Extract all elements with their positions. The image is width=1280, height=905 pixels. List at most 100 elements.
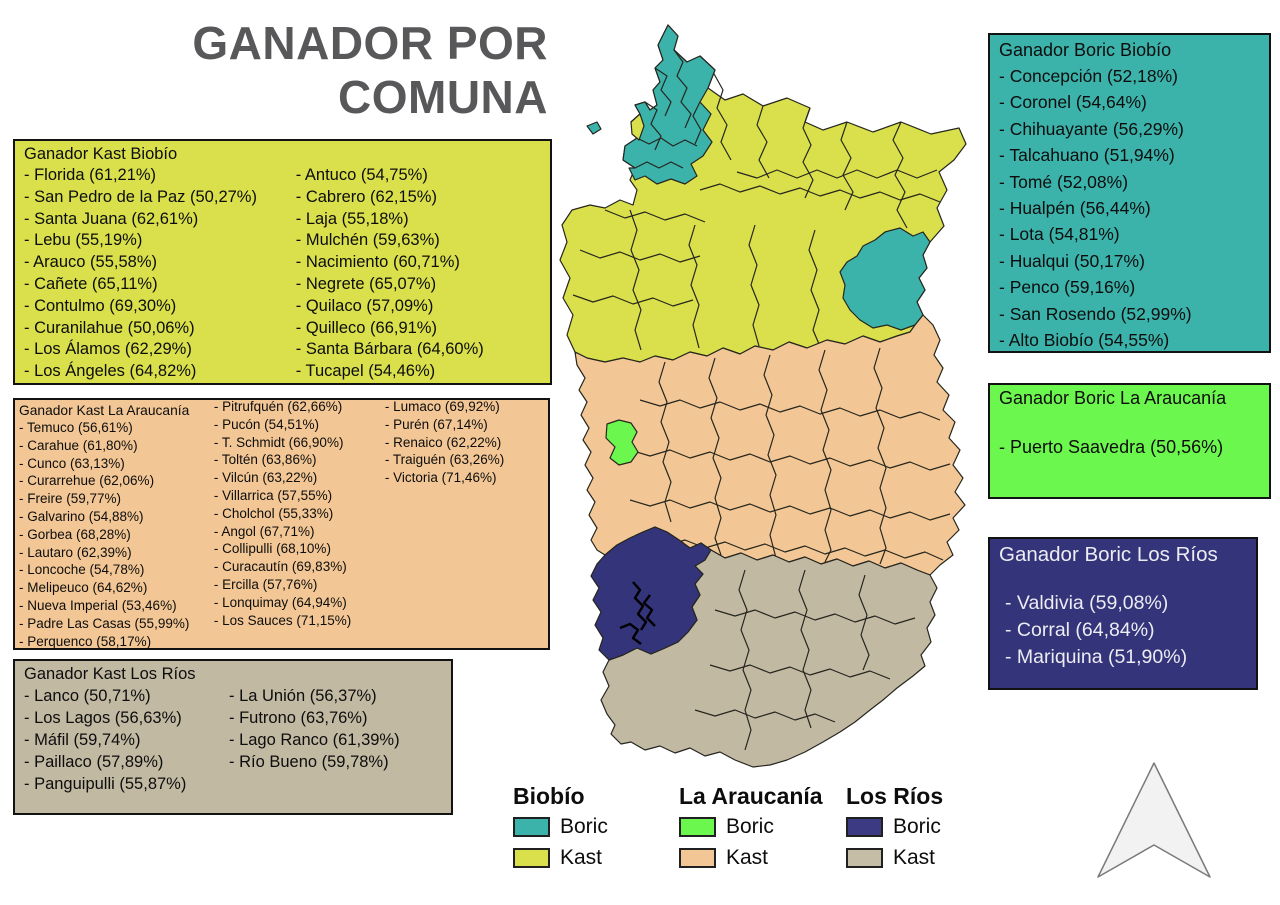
legend-entry: Boric — [679, 811, 849, 842]
list-item: - Quilleco (66,91%) — [295, 318, 437, 337]
list-item: - Curanilahue (50,06%) — [24, 318, 195, 337]
legend-region-title: Biobío — [513, 783, 585, 809]
list-item: - Gorbea (68,28%) — [19, 526, 131, 542]
legend-entry-label: Kast — [726, 845, 769, 869]
list-item: - Río Bueno (59,78%) — [229, 753, 389, 771]
list-item: - Villarrica (57,55%) — [213, 487, 333, 503]
north-arrow-icon — [1096, 757, 1216, 885]
panel-kast-losrios-title: Ganador Kast Los Ríos — [24, 665, 196, 683]
panel-boric-losrios: Ganador Boric Los Ríos - Valdivia (59,08… — [988, 537, 1258, 690]
panel-boric-losrios-title: Ganador Boric Los Ríos — [999, 543, 1218, 566]
map-region-biobio-boric-altobiobio — [839, 227, 931, 331]
list-item: - Los Sauces (71,15%) — [213, 612, 352, 628]
legend-entry-label: Kast — [893, 845, 936, 869]
list-item: - T. Schmidt (66,90%) — [213, 434, 344, 450]
list-item: - Tucapel (54,46%) — [295, 362, 436, 381]
list-item: - Purén (67,14%) — [384, 416, 488, 432]
list-item: - Valdivia (59,08%) — [1005, 592, 1169, 614]
list-item: - Temuco (56,61%) — [19, 420, 133, 435]
list-item: - Laja (55,18%) — [295, 209, 409, 228]
list-item: - Lanco (50,71%) — [24, 687, 151, 705]
list-item: - Los Lagos (56,63%) — [24, 709, 182, 727]
list-item: - Pucón (54,51%) — [213, 416, 319, 432]
list-item: - Florida (61,21%) — [24, 166, 157, 184]
panel-kast-araucania-columns: Ganador Kast La Araucanía - Temuco (56,6… — [19, 399, 544, 650]
commune-borders-biobio — [572, 71, 941, 351]
list-item: - Lago Ranco (61,39%) — [229, 731, 400, 749]
list-item: - Loncoche (54,78%) — [19, 562, 145, 578]
panel-boric-araucania-title: Ganador Boric La Araucanía — [999, 388, 1227, 408]
list-item: - Lonquimay (64,94%) — [213, 594, 347, 610]
list-item: - Futrono (63,76%) — [229, 709, 368, 727]
commune-list: - Puerto Saavedra (50,56%) — [999, 435, 1260, 459]
list-item: - Toltén (63,86%) — [213, 452, 317, 468]
commune-list: - Lumaco (69,92%) - Purén (67,14%) - Renai… — [385, 398, 544, 487]
legend-group-araucania: La Araucanía Boric Kast — [679, 781, 849, 873]
commune-list: - Lanco (50,71%) - Los Lagos (56,63%) - Má… — [24, 685, 229, 795]
legend-color-chip — [846, 816, 883, 837]
list-item: - Galvarino (54,88%) — [19, 508, 144, 524]
list-item: - Nueva Imperial (53,46%) — [19, 597, 177, 613]
list-item: - Talcahuano (51,94%) — [999, 145, 1175, 166]
map-region-araucania-kast — [574, 314, 966, 576]
legend-entry-label: Kast — [560, 845, 603, 869]
map-island-santa-maria — [586, 121, 602, 135]
commune-borders-concepcion — [634, 49, 702, 169]
commune-list: - Temuco (56,61%) - Carahue (61,80%) - Cun… — [19, 419, 214, 650]
list-item: - Hualqui (50,17%) — [999, 250, 1145, 271]
legend-entry: Kast — [846, 842, 1016, 873]
legend-entry: Boric — [513, 811, 683, 842]
list-item: - Quilaco (57,09%) — [295, 296, 434, 315]
list-item: - Corral (64,84%) — [1005, 619, 1155, 641]
panel-kast-araucania: Ganador Kast La Araucanía - Temuco (56,6… — [13, 398, 550, 650]
list-item: - Paillaco (57,89%) — [24, 753, 164, 771]
list-item: - Los Ángeles (64,82%) — [24, 362, 197, 381]
page-title: GANADOR POR COMUNA — [192, 17, 548, 124]
list-item: - Curarrehue (62,06%) — [19, 473, 155, 489]
list-item: - Carahue (61,80%) — [19, 437, 138, 453]
panel-kast-losrios-columns: - Lanco (50,71%) - Los Lagos (56,63%) - Má… — [24, 685, 442, 795]
legend-color-chip — [679, 816, 716, 837]
commune-list: - Antuco (54,75%) - Cabrero (62,15%) - Laj… — [296, 165, 541, 383]
legend-entry: Kast — [679, 842, 849, 873]
commune-list: - Florida (61,21%) - San Pedro de la Paz … — [24, 165, 296, 383]
list-item: - Mulchén (59,63%) — [295, 231, 440, 250]
commune-borders-araucania — [629, 347, 951, 565]
list-item: - Lautaro (62,39%) — [19, 544, 132, 560]
list-item: - Renaico (62,22%) — [384, 434, 502, 450]
list-item: - Arauco (55,58%) — [24, 253, 157, 272]
commune-list: Ganador Kast La Araucanía - Temuco (56,6… — [19, 402, 214, 650]
legend-entry: Boric — [846, 811, 1016, 842]
list-item: - Antuco (54,75%) — [295, 166, 428, 184]
legend-color-chip — [513, 847, 550, 868]
panel-boric-biobio-title: Ganador Boric Biobío — [999, 40, 1172, 60]
list-item: - Padre Las Casas (55,99%) — [19, 615, 190, 631]
legend-entry-label: Boric — [726, 814, 774, 838]
map-region-biobio-boric-concepcion — [622, 24, 716, 185]
panel-kast-araucania-title: Ganador Kast La Araucanía — [19, 403, 190, 418]
list-item: - Melipeuco (64,62%) — [19, 580, 148, 596]
map-region-araucania-boric-puertosaavedra — [605, 419, 639, 466]
list-item: - Victoria (71,46%) — [384, 470, 497, 486]
list-item: - San Pedro de la Paz (50,27%) — [24, 187, 257, 206]
list-item: - Collipulli (68,10%) — [213, 541, 331, 557]
map-commune-sliver-kast — [630, 113, 645, 141]
commune-list: - Pitrufquén (62,66%) - Pucón (54,51%) - T… — [214, 398, 385, 629]
panel-kast-biobio-columns: - Florida (61,21%) - San Pedro de la Paz … — [24, 165, 541, 383]
list-item: - Concepción (52,18%) — [999, 66, 1178, 86]
panel-kast-biobio: Ganador Kast Biobío - Florida (61,21%) - … — [13, 139, 552, 385]
list-item: - Máfil (59,74%) — [24, 731, 141, 749]
list-item: - Tomé (52,08%) — [999, 171, 1129, 192]
list-item: - Nacimiento (60,71%) — [295, 253, 460, 272]
legend-entry-label: Boric — [893, 814, 941, 838]
legend-group-biobio: Biobío Boric Kast — [513, 781, 683, 873]
legend-region-title: La Araucanía — [679, 783, 823, 809]
commune-list: - La Unión (56,37%) - Futrono (63,76%) - L… — [229, 685, 434, 795]
legend-entry: Kast — [513, 842, 683, 873]
list-item: - Cabrero (62,15%) — [295, 187, 437, 206]
list-item: - Perquenco (58,17%) — [19, 633, 152, 649]
list-item: - Freire (59,77%) — [19, 491, 122, 507]
list-item: - Cunco (63,13%) — [19, 455, 125, 471]
list-item: - Penco (59,16%) — [999, 277, 1136, 298]
list-item: - Lumaco (69,92%) — [384, 399, 500, 414]
